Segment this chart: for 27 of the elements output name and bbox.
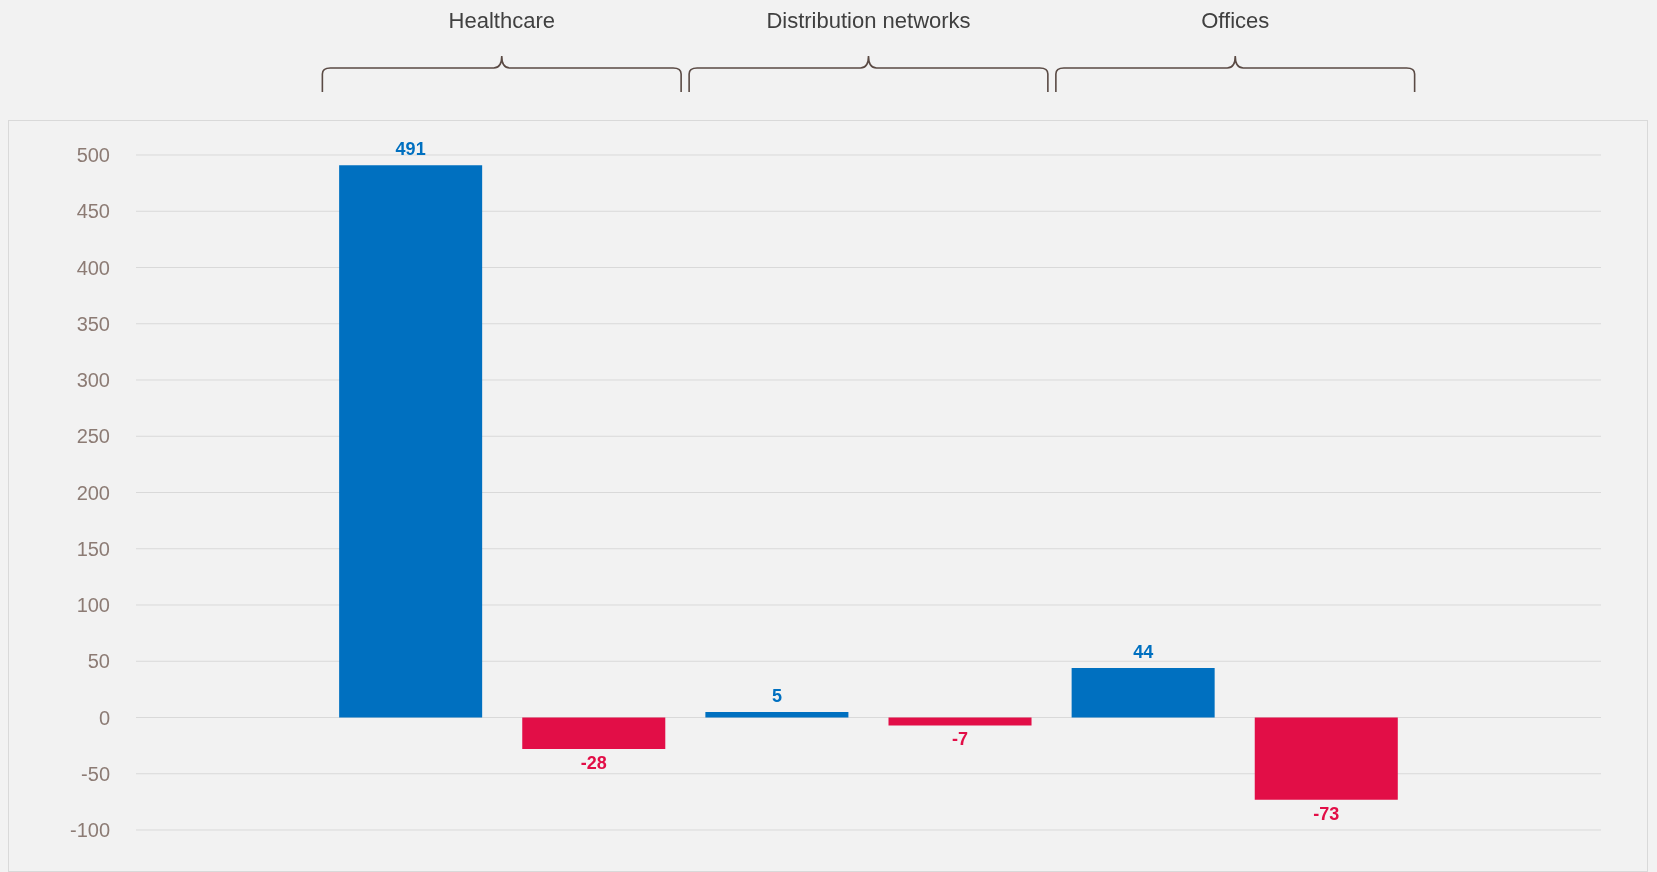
y-tick-label: 400	[76, 256, 110, 279]
y-tick-label: 150	[76, 537, 110, 560]
y-tick-label: 250	[76, 425, 110, 448]
text: Distribution networks	[766, 8, 971, 33]
y-tick-label: 200	[76, 481, 110, 504]
y-tick-label: 350	[76, 312, 110, 335]
text: Healthcare	[448, 8, 555, 33]
y-tick-label: 0	[98, 706, 110, 729]
y-tick-label: 100	[76, 594, 110, 617]
bar	[1254, 717, 1398, 800]
data-label: 5	[771, 685, 782, 706]
y-tick-label: 50	[87, 650, 110, 673]
y-tick-label: 300	[76, 369, 110, 392]
y-tick-label: -50	[81, 762, 110, 785]
bar	[1071, 668, 1215, 718]
bar	[705, 711, 849, 718]
data-label: 491	[395, 139, 426, 160]
data-label: -28	[580, 753, 607, 773]
y-tick-label: 450	[76, 200, 110, 223]
y-tick-label: -100	[69, 819, 110, 842]
data-label: -7	[952, 729, 969, 750]
bar	[339, 165, 483, 718]
data-label: -73	[1313, 803, 1340, 824]
bar	[522, 717, 666, 749]
text: Offices	[1201, 8, 1270, 33]
data-label: 44	[1133, 642, 1154, 662]
y-tick-label: 500	[76, 144, 110, 167]
